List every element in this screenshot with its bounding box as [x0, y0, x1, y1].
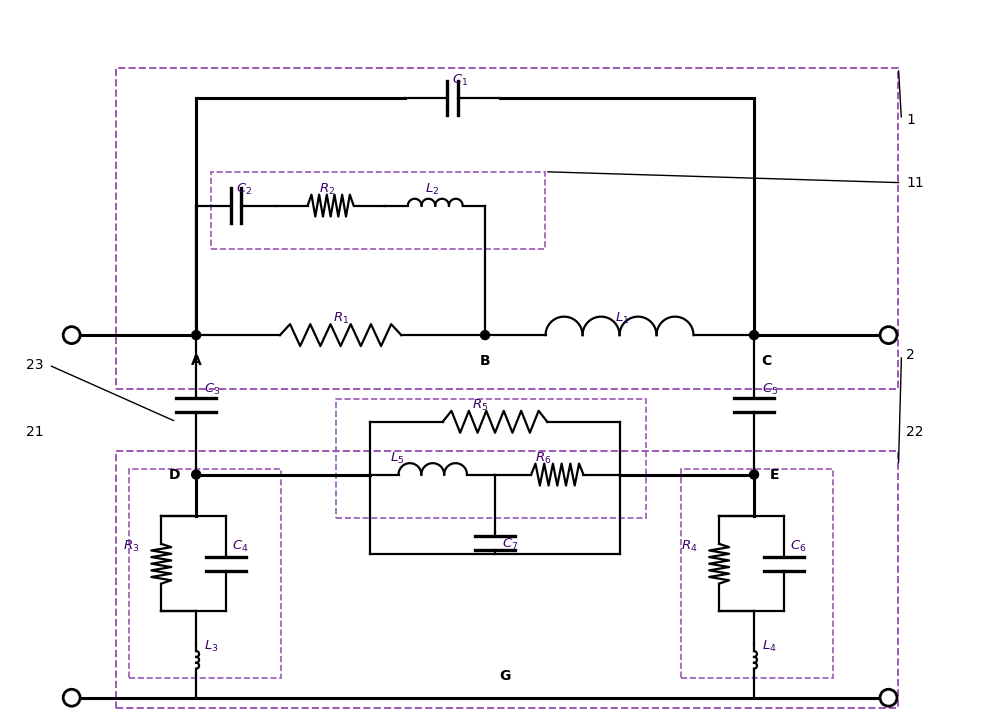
Text: 22: 22 [906, 425, 924, 438]
Circle shape [880, 689, 897, 706]
Text: $L_1$: $L_1$ [615, 311, 629, 326]
Text: $C_6$: $C_6$ [790, 539, 806, 554]
Text: $L_5$: $L_5$ [390, 451, 405, 465]
Text: 23: 23 [26, 358, 44, 372]
Circle shape [63, 326, 80, 344]
Text: $R_5$: $R_5$ [472, 398, 488, 413]
Circle shape [750, 470, 759, 479]
Text: B: B [480, 354, 490, 368]
Text: $L_4$: $L_4$ [762, 639, 777, 654]
Text: E: E [770, 467, 779, 481]
Text: $R_4$: $R_4$ [681, 539, 698, 554]
Text: 11: 11 [906, 176, 924, 190]
Text: $L_3$: $L_3$ [204, 639, 219, 654]
Text: 21: 21 [26, 425, 44, 438]
Circle shape [750, 331, 759, 340]
Text: D: D [169, 467, 180, 481]
Circle shape [63, 689, 80, 706]
Text: C: C [761, 354, 771, 368]
Circle shape [192, 470, 201, 479]
Circle shape [880, 326, 897, 344]
Text: $C_5$: $C_5$ [762, 382, 778, 397]
Text: $C_7$: $C_7$ [502, 537, 518, 553]
Text: $C_2$: $C_2$ [236, 182, 252, 196]
Text: $R_2$: $R_2$ [319, 182, 335, 196]
Text: $L_2$: $L_2$ [425, 182, 440, 196]
Text: $R_6$: $R_6$ [535, 451, 551, 465]
Text: $R_3$: $R_3$ [123, 539, 140, 554]
Text: $C_4$: $C_4$ [232, 539, 249, 554]
Circle shape [192, 331, 201, 340]
Text: $R_1$: $R_1$ [333, 311, 349, 326]
Text: 2: 2 [906, 348, 915, 362]
Text: A: A [191, 354, 202, 368]
Text: $C_1$: $C_1$ [452, 73, 468, 88]
Text: G: G [499, 669, 511, 683]
Text: $C_3$: $C_3$ [204, 382, 221, 397]
Circle shape [481, 331, 490, 340]
Text: 1: 1 [906, 113, 915, 127]
